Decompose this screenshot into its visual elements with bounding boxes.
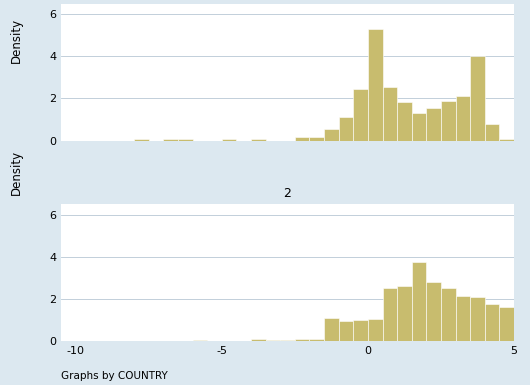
Bar xyxy=(324,129,339,141)
Bar xyxy=(499,307,514,341)
Bar xyxy=(354,89,368,141)
Bar xyxy=(339,117,354,141)
Bar xyxy=(251,139,266,141)
Bar xyxy=(222,139,236,141)
Bar xyxy=(251,339,266,341)
Text: 2: 2 xyxy=(284,187,292,200)
Bar xyxy=(485,124,499,141)
Bar xyxy=(310,137,324,141)
Bar xyxy=(368,319,383,341)
Bar xyxy=(412,113,427,141)
Bar xyxy=(470,57,485,141)
Bar xyxy=(178,139,192,141)
Bar xyxy=(295,137,310,141)
Text: Graphs by COUNTRY: Graphs by COUNTRY xyxy=(61,371,167,381)
Bar xyxy=(499,139,514,141)
Bar xyxy=(427,108,441,141)
Bar xyxy=(383,288,397,341)
Bar xyxy=(441,288,456,341)
Bar xyxy=(354,320,368,341)
Bar xyxy=(441,100,456,141)
Bar xyxy=(368,29,383,141)
Bar xyxy=(192,340,207,341)
Bar xyxy=(266,340,280,341)
Bar xyxy=(412,262,427,341)
Bar xyxy=(456,296,470,341)
Bar xyxy=(485,304,499,341)
Bar xyxy=(163,139,178,141)
Bar xyxy=(310,339,324,341)
Bar xyxy=(295,339,310,341)
Bar xyxy=(470,296,485,341)
Text: Density: Density xyxy=(10,150,22,195)
Bar xyxy=(397,286,412,341)
Bar xyxy=(134,139,148,141)
Bar xyxy=(383,87,397,141)
Bar xyxy=(397,102,412,141)
Bar xyxy=(427,282,441,341)
Bar xyxy=(280,340,295,341)
Bar xyxy=(339,321,354,341)
Bar xyxy=(324,318,339,341)
Bar xyxy=(456,96,470,141)
Text: Density: Density xyxy=(10,18,22,64)
